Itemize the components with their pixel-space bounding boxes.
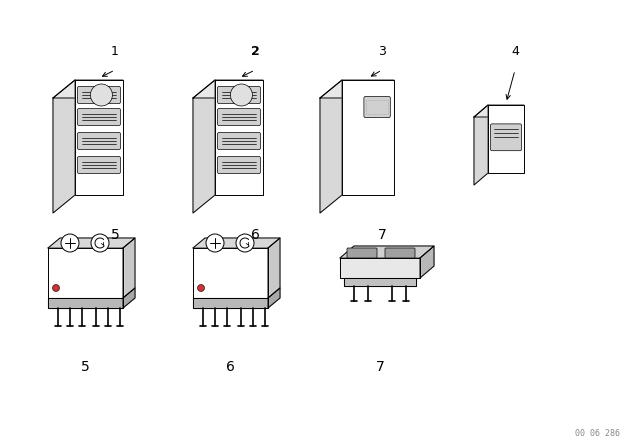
- FancyBboxPatch shape: [490, 124, 522, 151]
- Polygon shape: [75, 80, 123, 195]
- Polygon shape: [320, 80, 342, 213]
- Text: 4: 4: [511, 45, 519, 58]
- FancyBboxPatch shape: [218, 133, 260, 150]
- Polygon shape: [53, 80, 75, 213]
- Polygon shape: [344, 278, 416, 286]
- Polygon shape: [48, 238, 135, 248]
- Polygon shape: [340, 258, 420, 278]
- Polygon shape: [193, 80, 263, 98]
- Text: 5: 5: [111, 228, 120, 242]
- Bar: [367, 100, 388, 114]
- Circle shape: [206, 234, 224, 252]
- Polygon shape: [48, 248, 123, 298]
- Circle shape: [90, 84, 113, 106]
- Circle shape: [198, 284, 205, 292]
- FancyBboxPatch shape: [347, 248, 377, 258]
- Polygon shape: [474, 105, 524, 117]
- Polygon shape: [48, 298, 123, 308]
- FancyBboxPatch shape: [385, 248, 415, 258]
- Polygon shape: [320, 80, 394, 98]
- Polygon shape: [53, 80, 123, 98]
- Polygon shape: [193, 298, 268, 308]
- Polygon shape: [268, 288, 280, 308]
- FancyBboxPatch shape: [77, 133, 120, 150]
- Circle shape: [230, 84, 252, 106]
- FancyBboxPatch shape: [364, 96, 390, 117]
- Text: 1: 1: [111, 45, 119, 58]
- Text: 5: 5: [81, 360, 90, 374]
- Text: 6: 6: [251, 228, 259, 242]
- Text: 3: 3: [378, 45, 386, 58]
- Text: 2: 2: [251, 45, 259, 58]
- Text: 7: 7: [378, 228, 387, 242]
- Polygon shape: [488, 105, 524, 173]
- Polygon shape: [193, 238, 280, 248]
- FancyBboxPatch shape: [218, 108, 260, 125]
- Polygon shape: [193, 248, 268, 298]
- Polygon shape: [342, 80, 394, 195]
- Text: 00 06 286: 00 06 286: [575, 429, 620, 438]
- Polygon shape: [340, 246, 434, 258]
- Polygon shape: [215, 80, 263, 195]
- Polygon shape: [123, 238, 135, 298]
- FancyBboxPatch shape: [218, 156, 260, 173]
- FancyBboxPatch shape: [77, 108, 120, 125]
- Polygon shape: [474, 105, 488, 185]
- Polygon shape: [123, 288, 135, 308]
- Circle shape: [61, 234, 79, 252]
- Circle shape: [91, 234, 109, 252]
- Circle shape: [52, 284, 60, 292]
- Polygon shape: [268, 238, 280, 298]
- Text: 7: 7: [376, 360, 385, 374]
- Polygon shape: [420, 246, 434, 278]
- Text: 6: 6: [226, 360, 235, 374]
- FancyBboxPatch shape: [77, 86, 120, 103]
- FancyBboxPatch shape: [218, 86, 260, 103]
- FancyBboxPatch shape: [77, 156, 120, 173]
- Polygon shape: [193, 80, 215, 213]
- Circle shape: [236, 234, 254, 252]
